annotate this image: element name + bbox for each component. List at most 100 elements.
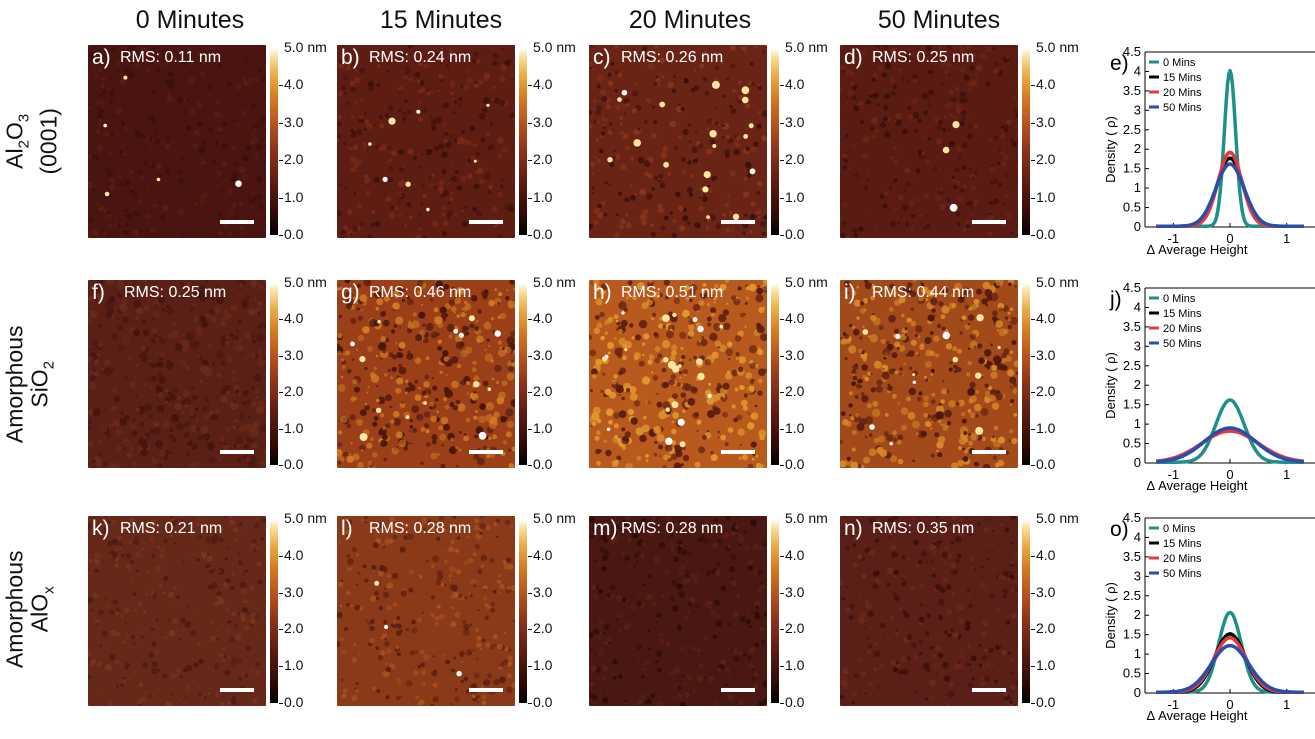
colorbar-tick: 5.0 nm xyxy=(1036,510,1079,526)
legend-label: 0 Mins xyxy=(1163,57,1196,69)
scale-bar xyxy=(469,450,503,454)
series-line xyxy=(1155,610,1305,694)
colorbar-tick: 2.0 xyxy=(1030,620,1056,637)
x-tick-label: -1 xyxy=(1168,231,1180,246)
colorbar-tick: 5.0 nm xyxy=(284,510,327,526)
colorbar-tick: 1.0 xyxy=(278,657,304,674)
y-tick-label: 2.5 xyxy=(1123,122,1141,137)
afm-panel: h) RMS: 0.51 nm xyxy=(589,280,767,468)
colorbar xyxy=(519,519,527,703)
colorbar xyxy=(519,48,527,235)
colorbar-tick: 5.0 nm xyxy=(785,274,828,290)
colorbar-tick: 3.0 xyxy=(527,583,553,600)
colorbar-tick: 5.0 nm xyxy=(284,39,327,55)
y-tick-label: 2.5 xyxy=(1123,588,1141,603)
x-axis-label: Δ Average Height xyxy=(1147,242,1248,257)
legend-label: 50 Mins xyxy=(1163,338,1202,350)
afm-panel: f) RMS: 0.25 nm xyxy=(88,280,266,468)
colorbar-tick: 0.0 xyxy=(278,694,304,710)
row-label-al2o3: Al2O3 (0001) xyxy=(1,108,62,175)
series-line xyxy=(1155,643,1305,694)
afm-texture xyxy=(88,280,266,468)
colorbar-tick: 4.0 xyxy=(278,546,304,563)
scale-bar xyxy=(469,688,503,692)
afm-texture xyxy=(589,516,767,706)
scale-bar xyxy=(721,220,755,224)
legend-label: 15 Mins xyxy=(1163,72,1202,84)
colorbar-tick: 1.0 xyxy=(1030,657,1056,674)
colorbar xyxy=(519,283,527,465)
y-tick-label: 1 xyxy=(1134,416,1141,431)
panel-label: d) xyxy=(844,46,863,69)
colorbar-tick: 2.0 xyxy=(527,151,553,168)
row-label-alox: Amorphous AlOx xyxy=(1,550,58,669)
row-label-sio2: Amorphous SiO2 xyxy=(1,325,58,444)
density-charts: 0 0.5 1 1.5 2 2.5 3 3.5 4 4.5 -1 0 1 Δ Average Height… xyxy=(1103,44,1315,723)
scale-bar xyxy=(721,450,755,454)
legend-label: 15 Mins xyxy=(1163,538,1202,550)
afm-texture xyxy=(840,280,1018,468)
colorbar-tick: 1.0 xyxy=(1030,419,1056,436)
afm-texture xyxy=(337,45,515,238)
x-tick-label: -1 xyxy=(1168,467,1180,482)
scale-bar xyxy=(469,220,503,224)
colorbar-tick: 4.0 xyxy=(779,76,805,93)
panel-label: b) xyxy=(341,46,360,69)
y-tick-label: 2 xyxy=(1134,141,1141,156)
y-tick-label: 1 xyxy=(1134,180,1141,195)
afm-panel: b) RMS: 0.24 nm xyxy=(337,45,515,238)
colorbar-tick: 3.0 xyxy=(527,346,553,363)
colorbar-tick: 2.0 xyxy=(1030,151,1056,168)
afm-panel: a) RMS: 0.11 nm xyxy=(88,45,266,238)
afm-texture xyxy=(589,280,767,468)
rms-value: RMS: 0.26 nm xyxy=(621,49,724,66)
afm-texture xyxy=(88,516,266,706)
colorbar-tick: 4.0 xyxy=(1030,310,1056,327)
afm-panel: d) RMS: 0.25 nm xyxy=(840,45,1018,238)
series-line xyxy=(1155,426,1305,464)
colorbar-tick: 5.0 nm xyxy=(284,274,327,290)
scale-bar xyxy=(972,220,1006,224)
colorbar xyxy=(270,519,278,703)
afm-panel: m) RMS: 0.28 nm xyxy=(589,516,767,706)
y-tick-label: 0.5 xyxy=(1123,200,1141,215)
legend-label: 20 Mins xyxy=(1163,323,1202,335)
colorbar-tick: 2.0 xyxy=(527,620,553,637)
colorbar-tick: 1.0 xyxy=(527,419,553,436)
colorbar-tick: 2.0 xyxy=(1030,383,1056,400)
colorbar-tick: 5.0 nm xyxy=(533,274,576,290)
y-tick-label: 0.5 xyxy=(1123,436,1141,451)
rms-value: RMS: 0.51 nm xyxy=(621,284,724,301)
x-tick-label: 0 xyxy=(1226,697,1233,712)
panel-label: h) xyxy=(593,281,612,304)
afm-panel: i) RMS: 0.44 nm xyxy=(840,280,1018,468)
colorbar-tick: 3.0 xyxy=(278,113,304,130)
colorbar-tick: 0.0 xyxy=(779,456,805,472)
afm-texture xyxy=(337,516,515,706)
panel-label: c) xyxy=(593,46,611,69)
colorbar-tick: 1.0 xyxy=(278,419,304,436)
y-tick-label: 0 xyxy=(1134,219,1141,234)
y-tick-label: 3 xyxy=(1134,568,1141,583)
density-chart: 0 0.5 1 1.5 2 2.5 3 3.5 4 4.5 -1 0 1 Δ Average Height… xyxy=(1103,510,1315,723)
colorbar xyxy=(1022,48,1030,235)
afm-texture xyxy=(589,45,767,238)
colorbar-tick: 5.0 nm xyxy=(1036,274,1079,290)
x-axis-label: Δ Average Height xyxy=(1147,708,1248,723)
afm-texture xyxy=(840,516,1018,706)
colorbar-tick: 3.0 xyxy=(1030,346,1056,363)
colorbar-tick: 0.0 xyxy=(1030,694,1056,710)
y-tick-label: 0.5 xyxy=(1123,666,1141,681)
colorbar-tick: 5.0 nm xyxy=(533,510,576,526)
panel-label: i) xyxy=(844,281,856,304)
rms-value: RMS: 0.25 nm xyxy=(124,284,227,301)
colorbar-tick: 4.0 xyxy=(779,546,805,563)
rms-value: RMS: 0.11 nm xyxy=(120,49,222,66)
rms-value: RMS: 0.24 nm xyxy=(369,49,472,66)
chart-panel-label: j) xyxy=(1109,288,1122,311)
series-line xyxy=(1155,398,1305,464)
colorbar xyxy=(771,519,779,703)
rms-value: RMS: 0.35 nm xyxy=(872,520,975,537)
series-line xyxy=(1155,162,1305,228)
x-tick-label: 0 xyxy=(1226,467,1233,482)
